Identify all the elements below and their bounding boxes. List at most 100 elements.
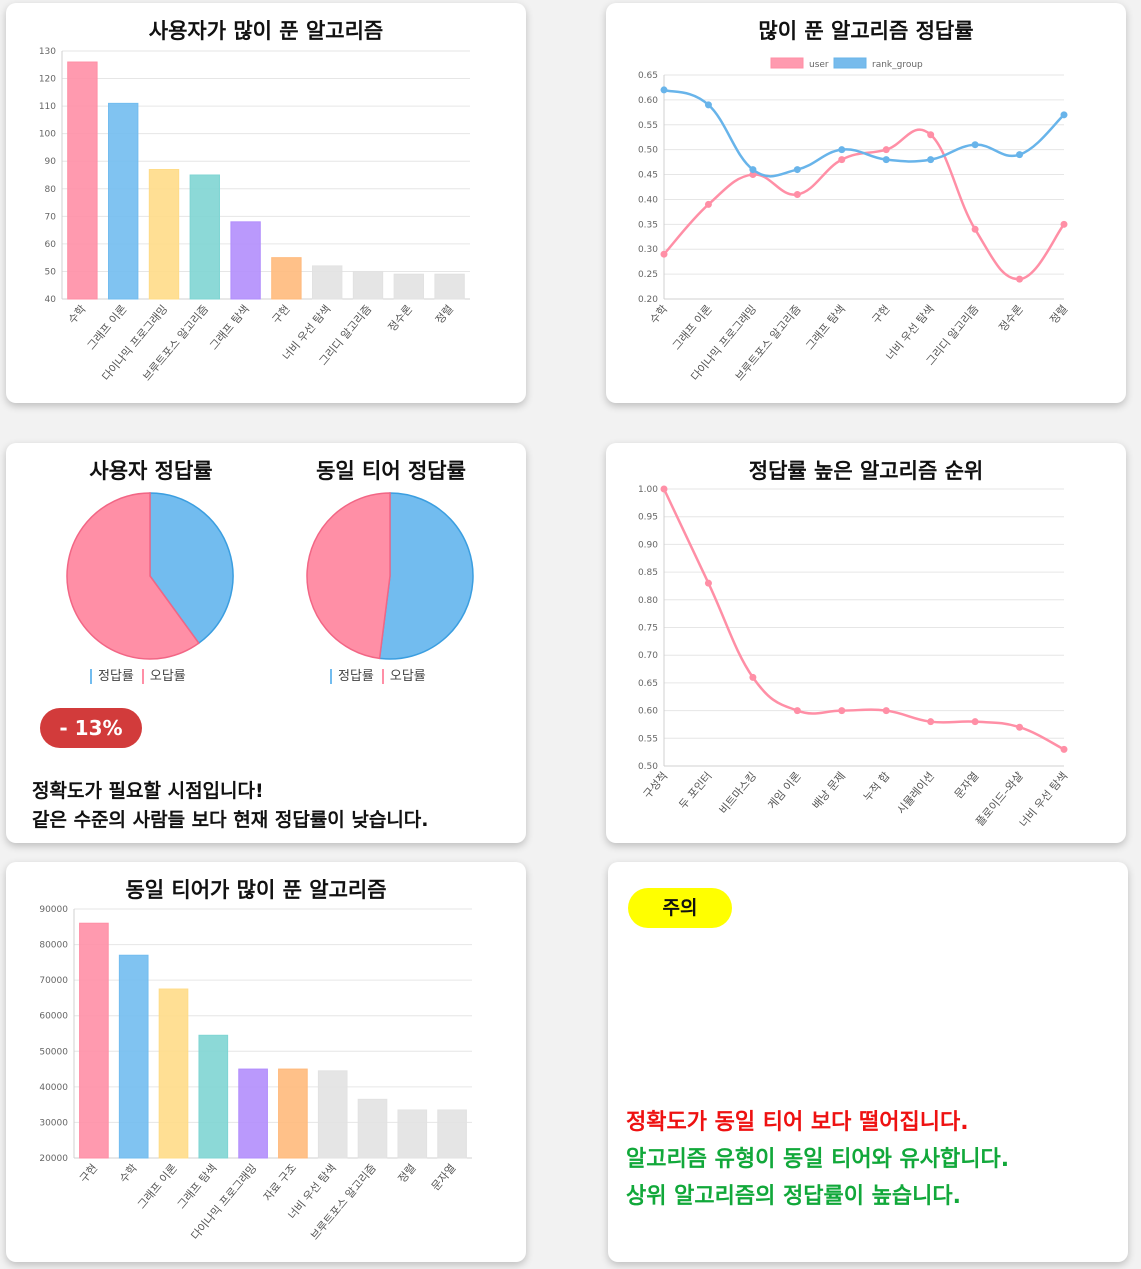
card-most-solved-accuracy: 많이 푼 알고리즘 정답률 user rank_group 0.20 0.25 0.30… bbox=[606, 3, 1126, 403]
x-tick-label: 정수론 bbox=[386, 303, 415, 335]
data-point bbox=[838, 146, 846, 154]
bar bbox=[437, 1109, 467, 1159]
x-tick-label: 구현 bbox=[77, 1162, 100, 1186]
x-tick-label: 누적 합 bbox=[861, 770, 893, 804]
data-point bbox=[882, 156, 890, 164]
x-tick-label: 그래프 탐색 bbox=[207, 303, 252, 353]
data-point bbox=[971, 225, 979, 233]
bar bbox=[278, 1068, 308, 1159]
chart-title: 많이 푼 알고리즘 정답률 bbox=[758, 19, 974, 43]
bar bbox=[67, 61, 98, 300]
y-tick-label: 110 bbox=[39, 102, 56, 112]
x-tick-label: 수학 bbox=[647, 303, 670, 327]
line-chart-most-solved-accuracy: user rank_group 0.20 0.25 0.30 0.35 0.40 0.45 0.… bbox=[638, 57, 1070, 383]
chart-title: 동일 티어가 많이 푼 알고리즘 bbox=[125, 878, 387, 902]
data-point bbox=[793, 190, 801, 198]
y-tick-label: 0.55 bbox=[638, 734, 658, 744]
x-tick-label: 비트마스킹 bbox=[717, 770, 759, 817]
data-point bbox=[704, 101, 712, 109]
x-tick-label: 시뮬레이션 bbox=[894, 770, 936, 817]
x-tick-label: 두 포인터 bbox=[677, 770, 715, 812]
data-point bbox=[793, 707, 801, 715]
legend-label: user bbox=[809, 60, 829, 70]
data-point bbox=[749, 166, 757, 174]
pie1-title: 사용자 정답률 bbox=[89, 459, 213, 483]
data-point bbox=[1016, 275, 1024, 283]
chart-title: 정답률 높은 알고리즘 순위 bbox=[748, 459, 984, 483]
pie-slice bbox=[149, 492, 234, 645]
data-point bbox=[793, 166, 801, 174]
series-line bbox=[662, 488, 1065, 751]
warning-line-1: 정확도가 필요할 시점입니다! bbox=[32, 780, 264, 802]
x-tick-label: 수학 bbox=[117, 1162, 140, 1186]
y-tick-label: 0.40 bbox=[638, 195, 658, 205]
bar bbox=[397, 1109, 428, 1159]
x-tick-label: 구현 bbox=[870, 303, 893, 327]
bar bbox=[189, 174, 220, 300]
y-tick-label: 40000 bbox=[39, 1083, 68, 1093]
y-tick-label: 50 bbox=[45, 267, 57, 277]
y-tick-label: 70 bbox=[45, 212, 57, 222]
x-tick-label: 구성적 bbox=[641, 770, 670, 802]
x-tick-label: 정수론 bbox=[996, 303, 1025, 335]
pie1-legend: 정답률 오답률 bbox=[82, 665, 186, 684]
x-tick-label: 그래프 탐색 bbox=[803, 303, 848, 353]
y-tick-label: 1.00 bbox=[638, 485, 658, 495]
pie-charts bbox=[66, 492, 474, 660]
x-tick-label: 수학 bbox=[66, 303, 89, 327]
card-user-most-solved: 사용자가 많이 푼 알고리즘 40 50 60 70 80 90 100 110 120 130 수… bbox=[6, 3, 526, 403]
card-tier-most-solved: 동일 티어가 많이 푼 알고리즘 20000 30000 40000 50000 600… bbox=[6, 862, 526, 1262]
y-tick-label: 0.65 bbox=[638, 71, 658, 81]
y-tick-label: 0.35 bbox=[638, 220, 658, 230]
x-tick-label: 구현 bbox=[270, 303, 293, 327]
y-tick-label: 0.50 bbox=[638, 146, 658, 156]
bar bbox=[352, 270, 384, 300]
chart-title: 사용자가 많이 푼 알고리즘 bbox=[148, 19, 384, 43]
x-tick-label: 자료 구조 bbox=[261, 1162, 299, 1204]
data-point bbox=[660, 485, 668, 493]
y-tick-label: 90000 bbox=[39, 905, 68, 915]
data-point bbox=[927, 156, 935, 164]
x-tick-label: 정렬 bbox=[433, 303, 456, 327]
pie-slice bbox=[306, 492, 391, 660]
summary-line-2: 알고리즘 유형이 동일 티어와 유사합니다. bbox=[626, 1147, 1010, 1172]
pie-slice bbox=[378, 492, 474, 660]
data-point bbox=[838, 156, 846, 164]
bar bbox=[317, 1070, 348, 1159]
legend-swatch bbox=[833, 57, 867, 69]
data-point bbox=[971, 141, 979, 149]
legend-label: rank_group bbox=[872, 60, 923, 70]
series-line bbox=[663, 128, 1066, 281]
legend-swatch bbox=[141, 669, 144, 684]
y-tick-label: 60 bbox=[45, 240, 57, 250]
data-point bbox=[1016, 151, 1024, 159]
bar bbox=[238, 1068, 268, 1159]
bar bbox=[79, 922, 109, 1159]
y-tick-label: 0.70 bbox=[638, 651, 658, 661]
caution-tag: 주의 bbox=[628, 888, 732, 928]
data-point bbox=[1016, 723, 1024, 731]
y-tick-label: 0.85 bbox=[638, 568, 658, 578]
y-tick-label: 80000 bbox=[39, 941, 68, 951]
card-summary: 주의 정확도가 동일 티어 보다 떨어집니다. 알고리즘 유형이 동일 티어와 … bbox=[608, 862, 1128, 1262]
line-chart-top-accuracy: 0.50 0.55 0.60 0.65 0.70 0.75 0.80 0.85 0.90 0.95… bbox=[638, 485, 1070, 830]
y-tick-label: 50000 bbox=[39, 1047, 68, 1057]
y-tick-label: 130 bbox=[39, 47, 56, 57]
data-point bbox=[704, 200, 712, 208]
x-tick-label: 정렬 bbox=[396, 1162, 419, 1186]
accuracy-diff-badge: - 13% bbox=[40, 708, 142, 748]
bar bbox=[271, 257, 302, 300]
x-tick-label: 그래프 이론 bbox=[670, 303, 715, 353]
y-tick-label: 0.20 bbox=[638, 295, 658, 305]
bar bbox=[312, 265, 343, 300]
data-point bbox=[882, 146, 890, 154]
x-tick-label: 그래프 이론 bbox=[85, 303, 130, 353]
summary-line-3: 상위 알고리즘의 정답률이 높습니다. bbox=[626, 1184, 961, 1209]
bar bbox=[393, 273, 424, 300]
x-tick-label: 브루트포스 알고리즘 bbox=[307, 1161, 379, 1242]
card-top-accuracy-rank: 정답률 높은 알고리즘 순위 0.50 0.55 0.60 0.65 0.70 0.75 0… bbox=[606, 443, 1126, 843]
y-tick-label: 90 bbox=[45, 157, 57, 167]
data-point bbox=[749, 673, 757, 681]
legend-correct: 정답률 bbox=[98, 669, 134, 684]
